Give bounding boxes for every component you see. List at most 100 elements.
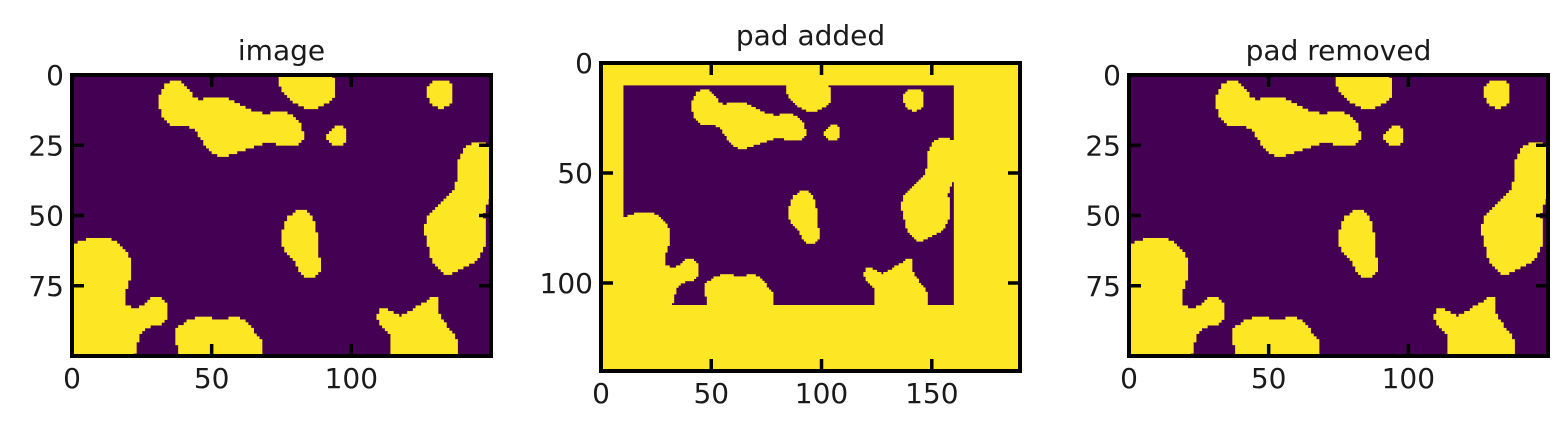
- heatmap-cell-run: [953, 274, 1020, 277]
- heatmap-cell-run: [706, 280, 765, 284]
- heatmap-cell-run: [303, 105, 319, 110]
- heatmap-cell-run: [289, 254, 319, 259]
- heatmap-cell-run: [72, 350, 137, 354]
- heatmap-cell-run: [790, 98, 831, 101]
- heatmap-cell-run: [1444, 330, 1510, 334]
- y-tick-label: 0: [46, 59, 64, 92]
- heatmap-cell-run: [203, 142, 263, 146]
- heatmap-cell-run: [601, 335, 1020, 339]
- heatmap-cell-run: [695, 93, 714, 97]
- heatmap-cell-run: [907, 228, 944, 231]
- heatmap-cell-run: [601, 107, 624, 110]
- heatmap-cell-run: [911, 109, 917, 112]
- heatmap-cell-run: [790, 221, 818, 224]
- heatmap-cell-run: [1338, 89, 1392, 93]
- heatmap-cell-run: [746, 274, 756, 277]
- heatmap-cell-run: [298, 266, 322, 270]
- heatmap-cell-run: [953, 296, 1020, 299]
- heatmap-cell-run: [1335, 77, 1392, 82]
- x-tick-label: 50: [693, 377, 729, 410]
- heatmap-cell-run: [601, 129, 624, 132]
- heatmap-cell-run: [1129, 308, 1225, 312]
- heatmap-cell-run: [601, 76, 1020, 79]
- heatmap-cell-run: [1223, 119, 1356, 124]
- heatmap-cell-run: [384, 327, 450, 332]
- heatmap-cell-run: [953, 300, 1020, 304]
- heatmap-cell-run: [953, 280, 1020, 284]
- heatmap-cell-run: [278, 77, 335, 82]
- heatmap-cell-run: [1489, 257, 1535, 261]
- heatmap-cell-run: [953, 210, 1020, 213]
- heatmap-cell-run: [788, 208, 818, 211]
- heatmap-cell-run: [903, 212, 950, 216]
- heatmap-cell-run: [953, 267, 1020, 271]
- heatmap-cell-run: [601, 71, 1020, 75]
- heatmap-cell-run: [874, 298, 928, 301]
- heatmap-cell-run: [865, 267, 873, 271]
- heatmap-cell-run: [799, 232, 820, 235]
- heatmap-cell-run: [72, 296, 126, 301]
- x-tick-label: 0: [1120, 362, 1138, 395]
- heatmap-cell-run: [426, 91, 453, 96]
- heatmap-cell-run: [601, 267, 699, 271]
- heatmap-cell-run: [463, 150, 491, 155]
- heatmap-cell-run: [601, 104, 624, 108]
- heatmap-cell-run: [693, 98, 719, 101]
- heatmap-cell-run: [801, 107, 822, 110]
- heatmap-cell-run: [925, 170, 1020, 174]
- heatmap-cell-run: [722, 131, 807, 134]
- heatmap-cell-run: [953, 236, 1020, 240]
- heatmap-cell-run: [1447, 350, 1515, 354]
- heatmap-cell-run: [799, 190, 809, 194]
- heatmap-cell-run: [823, 133, 840, 136]
- heatmap-cell-run: [914, 236, 928, 240]
- heatmap-cell-run: [1129, 254, 1186, 259]
- heatmap-cell-run: [1469, 308, 1496, 312]
- heatmap-cell-run: [601, 109, 624, 112]
- heatmap-cell-run: [601, 100, 624, 103]
- heatmap-cell-run: [301, 271, 319, 275]
- heatmap-cell-run: [1514, 170, 1548, 174]
- heatmap-cell-run: [693, 113, 774, 117]
- heatmap-cell-run: [457, 167, 491, 171]
- heatmap-cell-run: [601, 115, 624, 119]
- heatmap-cell-run: [295, 209, 308, 214]
- heatmap-cell-run: [1129, 260, 1189, 264]
- heatmap-cell-run: [1514, 173, 1548, 177]
- heatmap-cell-run: [1240, 322, 1306, 326]
- heatmap-cell-run: [1388, 142, 1401, 146]
- heatmap-cell-run: [872, 285, 924, 288]
- heatmap-cell-run: [387, 330, 453, 334]
- heatmap-cell-run: [1215, 97, 1256, 101]
- heatmap-cell-run: [806, 109, 818, 112]
- heatmap-cell-run: [164, 117, 296, 121]
- heatmap-cell-run: [281, 229, 316, 233]
- heatmap-cell-run: [733, 144, 754, 147]
- heatmap-cell-run: [953, 278, 1020, 282]
- heatmap-cell-run: [953, 137, 1020, 141]
- heatmap-cell-run: [1129, 325, 1208, 329]
- heatmap-cell-run: [953, 100, 1020, 103]
- heatmap-cell-run: [874, 287, 926, 290]
- heatmap-cell-run: [1338, 243, 1376, 247]
- heatmap-cell-run: [278, 80, 335, 84]
- heatmap-cell-run: [601, 285, 679, 288]
- heatmap-cell-run: [281, 240, 319, 244]
- heatmap-cell-run: [601, 155, 624, 158]
- x-tick-label: 100: [1382, 362, 1435, 395]
- heatmap-cell-run: [1129, 285, 1186, 289]
- heatmap-cell-run: [903, 98, 924, 101]
- heatmap-cell-run: [1232, 339, 1320, 343]
- heatmap-cell-run: [284, 246, 319, 250]
- heatmap-cell-run: [1447, 344, 1515, 348]
- heatmap-cell-run: [200, 136, 305, 141]
- heatmap-cell-run: [601, 342, 1020, 345]
- heatmap-cell-run: [601, 78, 1020, 81]
- heatmap-cell-run: [927, 159, 1020, 163]
- heatmap-cell-run: [953, 188, 1020, 191]
- heatmap-cell-run: [1254, 134, 1362, 138]
- heatmap-cell-run: [1129, 280, 1186, 284]
- heatmap-cell-run: [1486, 246, 1541, 250]
- heatmap-cell-run: [203, 97, 229, 101]
- heatmap-cell-run: [178, 347, 263, 351]
